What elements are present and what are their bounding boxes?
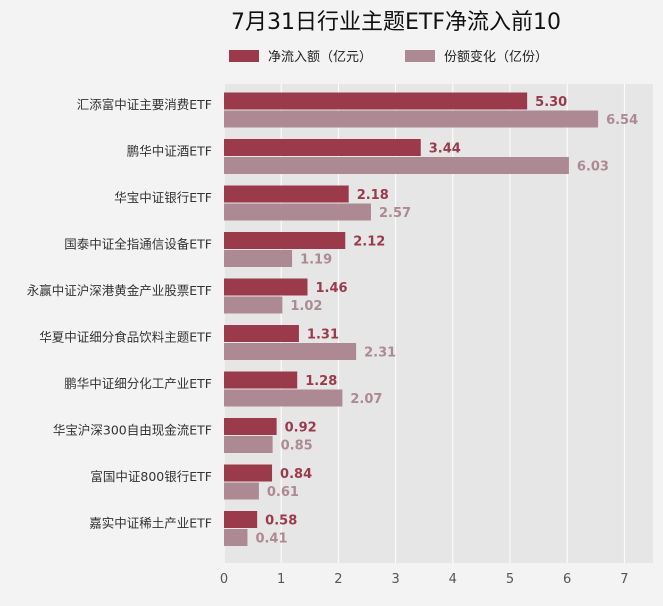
label-net-inflow: 1.31: [307, 328, 339, 343]
label-share-change: 0.61: [267, 485, 299, 500]
label-share-change: 2.57: [379, 206, 411, 221]
bar-share-change: [224, 482, 259, 500]
label-share-change: 0.41: [255, 532, 287, 547]
bar-share-change: [224, 343, 357, 360]
bars: [224, 92, 599, 546]
bar-share-change: [224, 157, 569, 174]
label-net-inflow: 2.12: [353, 235, 385, 250]
x-tick-label: 0: [220, 572, 228, 587]
category-label: 富国中证800银行ETF: [90, 469, 212, 484]
legend-label-net-inflow: 净流入额（亿元）: [268, 50, 372, 65]
data-labels: 5.30 6.54 3.44 6.03 2.18 2.57 2.12 1.19 1.46 1.02…: [255, 95, 638, 547]
legend-swatch-share-change: [405, 50, 435, 62]
x-tick-label: 6: [563, 572, 571, 587]
x-tick-label: 5: [506, 572, 514, 587]
label-share-change: 2.07: [350, 392, 382, 407]
legend-swatch-net-inflow: [229, 50, 259, 62]
category-label: 华宝沪深300自由现金流ETF: [53, 423, 212, 438]
category-label: 永赢中证沪深港黄金产业股票ETF: [27, 283, 212, 298]
label-share-change: 0.85: [281, 439, 313, 454]
bar-net-inflow: [224, 418, 277, 435]
bar-net-inflow: [224, 464, 273, 482]
chart-title: 7月31日行业主题ETF净流入前10: [231, 10, 561, 35]
bar-net-inflow: [224, 325, 299, 342]
bar-share-change: [224, 389, 343, 407]
category-label: 汇添富中证主要消费ETF: [77, 97, 212, 112]
bar-net-inflow: [224, 185, 349, 203]
bar-net-inflow: [224, 92, 528, 110]
label-share-change: 6.03: [577, 160, 609, 175]
label-net-inflow: 1.46: [316, 281, 348, 296]
label-net-inflow: 3.44: [429, 142, 461, 157]
label-net-inflow: 0.92: [285, 421, 317, 436]
label-share-change: 6.54: [606, 113, 638, 128]
bar-net-inflow: [224, 232, 346, 249]
label-net-inflow: 2.18: [357, 188, 389, 203]
label-net-inflow: 0.84: [280, 467, 312, 482]
category-labels: 汇添富中证主要消费ETF 鹏华中证酒ETF 华宝中证银行ETF 国泰中证全指通信设备E…: [27, 97, 212, 531]
bar-share-change: [224, 110, 599, 128]
bar-net-inflow: [224, 278, 308, 296]
label-net-inflow: 1.28: [305, 374, 337, 389]
bar-net-inflow: [224, 139, 421, 156]
category-label: 华宝中证银行ETF: [114, 190, 212, 205]
label-net-inflow: 0.58: [265, 514, 297, 529]
label-share-change: 1.19: [300, 253, 332, 268]
category-label: 鹏华中证酒ETF: [127, 144, 212, 159]
label-share-change: 1.02: [290, 299, 322, 314]
category-label: 国泰中证全指通信设备ETF: [64, 237, 212, 252]
x-tick-label: 1: [277, 572, 285, 587]
x-axis-ticks: 0 1 2 3 4 5 6 7: [220, 572, 629, 587]
x-tick-label: 2: [334, 572, 342, 587]
bar-share-change: [224, 436, 273, 453]
x-tick-label: 4: [449, 572, 457, 587]
bar-net-inflow: [224, 371, 298, 389]
legend: 净流入额（亿元） 份额变化（亿份）: [229, 49, 548, 65]
x-tick-label: 3: [391, 572, 399, 587]
x-tick-label: 7: [620, 572, 628, 587]
category-label: 嘉实中证稀土产业ETF: [89, 516, 212, 531]
label-net-inflow: 5.30: [535, 95, 567, 110]
bar-share-change: [224, 203, 372, 221]
category-label: 鹏华中证细分化工产业ETF: [64, 376, 212, 391]
label-share-change: 2.31: [364, 346, 396, 361]
bar-share-change: [224, 250, 293, 267]
bar-share-change: [224, 529, 248, 546]
legend-label-share-change: 份额变化（亿份）: [444, 49, 548, 65]
bar-net-inflow: [224, 511, 258, 528]
bar-share-change: [224, 296, 283, 314]
category-label: 华夏中证细分食品饮料主题ETF: [39, 330, 212, 345]
